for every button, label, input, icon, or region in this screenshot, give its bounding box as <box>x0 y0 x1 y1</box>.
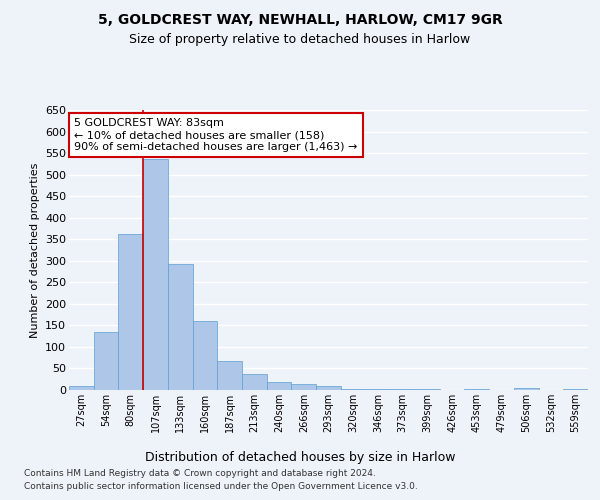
Bar <box>415 388 440 390</box>
Bar <box>464 388 489 390</box>
Bar <box>143 158 168 390</box>
Bar <box>316 386 341 390</box>
Bar <box>168 264 193 390</box>
Bar <box>390 388 415 390</box>
Bar <box>514 388 539 390</box>
Bar <box>292 384 316 390</box>
Bar <box>365 388 390 390</box>
Bar <box>341 388 365 390</box>
Bar <box>118 234 143 390</box>
Text: Size of property relative to detached houses in Harlow: Size of property relative to detached ho… <box>130 32 470 46</box>
Text: Distribution of detached houses by size in Harlow: Distribution of detached houses by size … <box>145 451 455 464</box>
Text: Contains public sector information licensed under the Open Government Licence v3: Contains public sector information licen… <box>24 482 418 491</box>
Bar <box>69 386 94 390</box>
Text: Contains HM Land Registry data © Crown copyright and database right 2024.: Contains HM Land Registry data © Crown c… <box>24 468 376 477</box>
Bar <box>193 321 217 390</box>
Bar <box>563 388 588 390</box>
Bar <box>217 360 242 390</box>
Bar <box>242 374 267 390</box>
Bar <box>267 382 292 390</box>
Text: 5, GOLDCREST WAY, NEWHALL, HARLOW, CM17 9GR: 5, GOLDCREST WAY, NEWHALL, HARLOW, CM17 … <box>98 12 502 26</box>
Bar <box>94 332 118 390</box>
Y-axis label: Number of detached properties: Number of detached properties <box>29 162 40 338</box>
Text: 5 GOLDCREST WAY: 83sqm
← 10% of detached houses are smaller (158)
90% of semi-de: 5 GOLDCREST WAY: 83sqm ← 10% of detached… <box>74 118 358 152</box>
